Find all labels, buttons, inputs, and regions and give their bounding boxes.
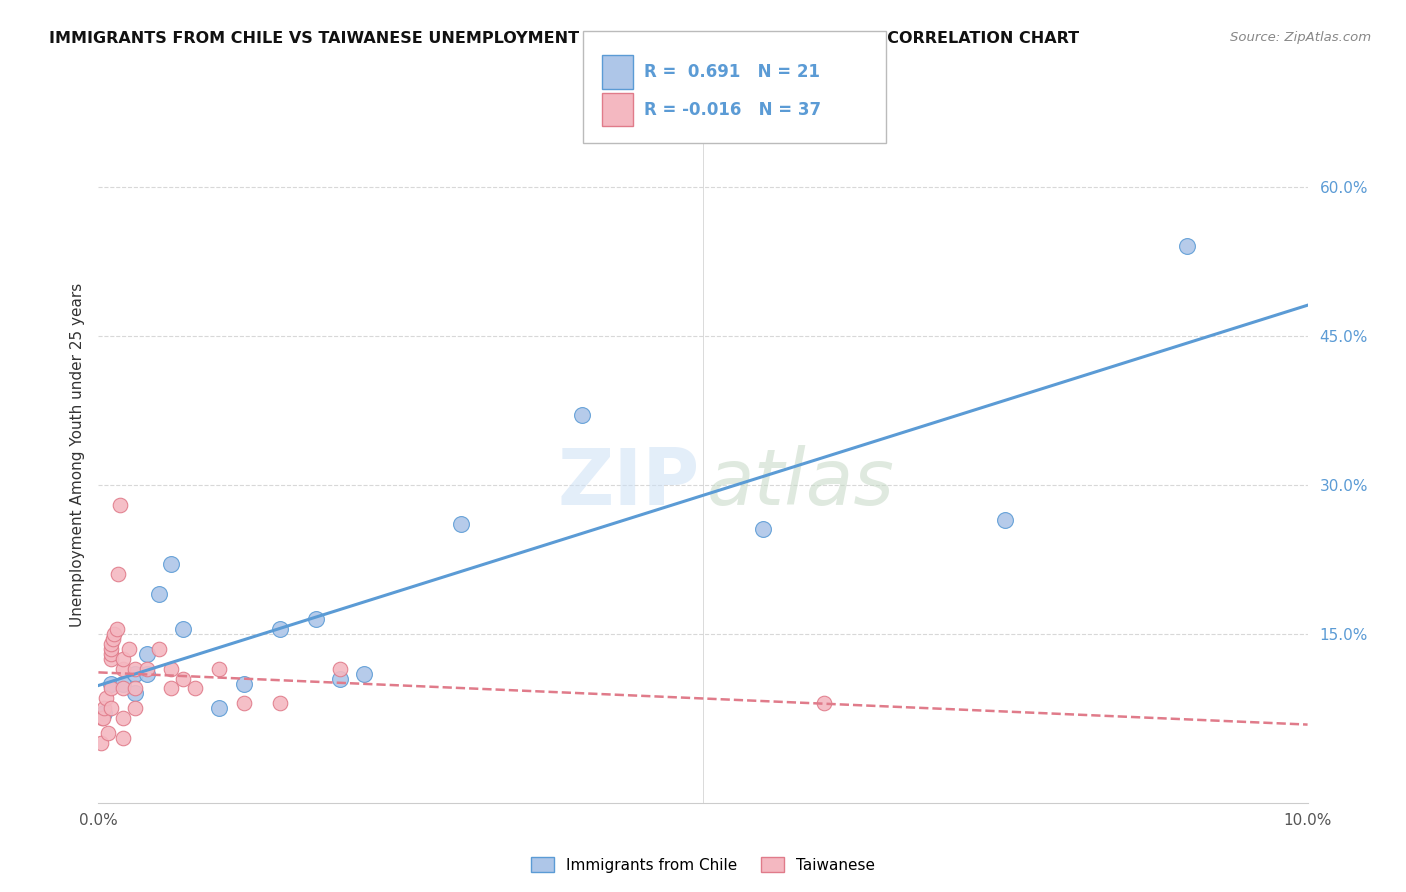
Point xyxy=(450,517,472,532)
Point xyxy=(100,681,122,696)
Legend: Immigrants from Chile, Taiwanese: Immigrants from Chile, Taiwanese xyxy=(526,850,880,879)
Point xyxy=(269,697,291,711)
Point xyxy=(124,686,146,700)
Point xyxy=(108,498,131,512)
Point xyxy=(269,622,291,636)
Point xyxy=(103,627,125,641)
Point xyxy=(124,666,146,681)
Point xyxy=(124,701,146,715)
Point xyxy=(100,647,122,661)
Point xyxy=(101,632,124,646)
Point xyxy=(111,651,134,665)
Point xyxy=(124,662,146,676)
Point xyxy=(208,701,231,715)
Point xyxy=(232,676,254,690)
Point xyxy=(571,408,593,422)
Point xyxy=(305,612,328,626)
Point xyxy=(118,641,141,656)
Point xyxy=(90,736,112,750)
Point xyxy=(111,711,134,725)
Point xyxy=(208,662,231,676)
Point xyxy=(100,676,122,690)
Point xyxy=(111,662,134,676)
Y-axis label: Unemployment Among Youth under 25 years: Unemployment Among Youth under 25 years xyxy=(69,283,84,627)
Point xyxy=(148,641,170,656)
Point xyxy=(160,662,183,676)
Text: ZIP: ZIP xyxy=(557,445,699,521)
Point xyxy=(97,726,120,740)
Point xyxy=(160,681,183,696)
Point xyxy=(94,691,117,706)
Point xyxy=(135,666,157,681)
Point xyxy=(148,587,170,601)
Point xyxy=(93,701,115,715)
Point xyxy=(91,711,114,725)
Point xyxy=(111,731,134,746)
Point xyxy=(105,622,128,636)
Point xyxy=(353,666,375,681)
Point xyxy=(124,681,146,696)
Point xyxy=(160,558,183,572)
Point xyxy=(172,622,194,636)
Point xyxy=(100,637,122,651)
Point xyxy=(93,706,115,721)
Text: Source: ZipAtlas.com: Source: ZipAtlas.com xyxy=(1230,31,1371,45)
Point xyxy=(135,647,157,661)
Point xyxy=(752,523,775,537)
Point xyxy=(172,672,194,686)
Point xyxy=(329,672,352,686)
Point xyxy=(111,681,134,696)
Point xyxy=(1175,239,1198,253)
Point xyxy=(100,651,122,665)
Point xyxy=(107,567,129,582)
Text: R = -0.016   N = 37: R = -0.016 N = 37 xyxy=(644,101,821,119)
Point xyxy=(329,662,352,676)
Point xyxy=(100,701,122,715)
Point xyxy=(100,641,122,656)
Point xyxy=(111,676,134,690)
Point xyxy=(135,662,157,676)
Point xyxy=(232,697,254,711)
Text: IMMIGRANTS FROM CHILE VS TAIWANESE UNEMPLOYMENT AMONG YOUTH UNDER 25 YEARS CORRE: IMMIGRANTS FROM CHILE VS TAIWANESE UNEMP… xyxy=(49,31,1080,46)
Point xyxy=(994,512,1017,526)
Point xyxy=(813,697,835,711)
Text: R =  0.691   N = 21: R = 0.691 N = 21 xyxy=(644,62,820,80)
Point xyxy=(91,711,114,725)
Point xyxy=(184,681,207,696)
Text: atlas: atlas xyxy=(707,445,894,521)
